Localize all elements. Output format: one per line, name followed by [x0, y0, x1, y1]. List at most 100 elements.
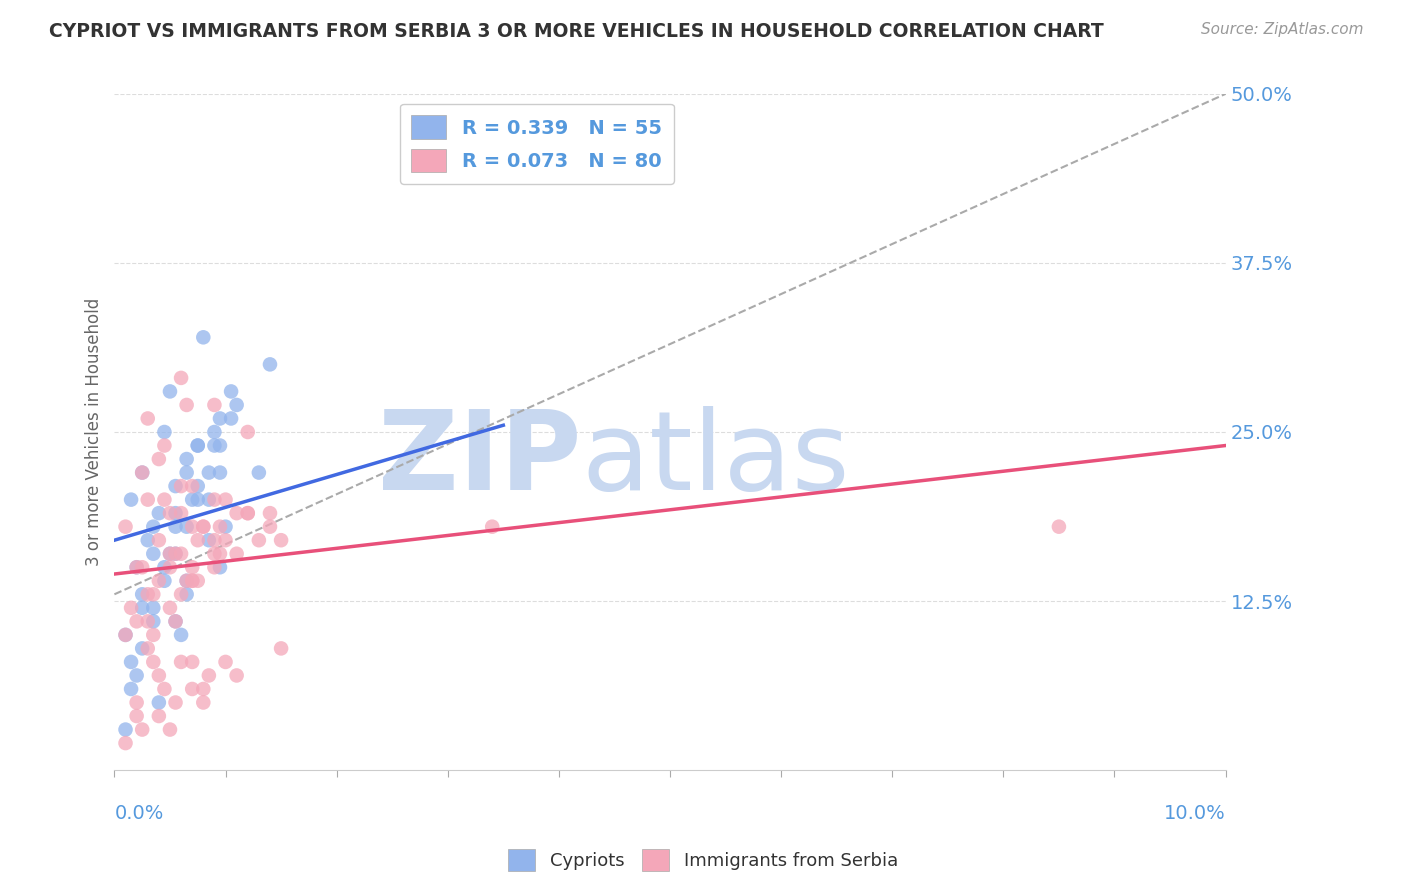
Point	[236, 425, 259, 439]
Point	[125, 696, 148, 710]
Point	[170, 371, 193, 385]
Point	[131, 723, 153, 737]
Point	[170, 628, 193, 642]
Point	[148, 696, 170, 710]
Point	[187, 479, 209, 493]
Point	[148, 668, 170, 682]
Point	[181, 574, 204, 588]
Point	[214, 492, 236, 507]
Point	[131, 466, 153, 480]
Point	[165, 479, 187, 493]
Point	[236, 506, 259, 520]
Point	[181, 655, 204, 669]
Point	[136, 411, 159, 425]
Point	[170, 587, 193, 601]
Point	[270, 533, 292, 548]
Point	[136, 615, 159, 629]
Point	[214, 655, 236, 669]
Point	[204, 425, 226, 439]
Point	[165, 547, 187, 561]
Point	[219, 384, 242, 399]
Point	[1047, 519, 1070, 533]
Point	[225, 547, 247, 561]
Point	[153, 438, 176, 452]
Point	[148, 452, 170, 467]
Point	[247, 533, 270, 548]
Point	[270, 641, 292, 656]
Point	[208, 547, 231, 561]
Point	[204, 398, 226, 412]
Point	[148, 533, 170, 548]
Point	[142, 587, 165, 601]
Point	[176, 587, 198, 601]
Point	[204, 438, 226, 452]
Point	[153, 681, 176, 696]
Point	[176, 466, 198, 480]
Point	[208, 411, 231, 425]
Point	[198, 668, 221, 682]
Point	[208, 466, 231, 480]
Point	[148, 574, 170, 588]
Point	[259, 519, 281, 533]
Point	[181, 519, 204, 533]
Point	[165, 506, 187, 520]
Point	[165, 615, 187, 629]
Point	[225, 506, 247, 520]
Point	[114, 736, 136, 750]
Point	[198, 466, 221, 480]
Text: CYPRIOT VS IMMIGRANTS FROM SERBIA 3 OR MORE VEHICLES IN HOUSEHOLD CORRELATION CH: CYPRIOT VS IMMIGRANTS FROM SERBIA 3 OR M…	[49, 22, 1104, 41]
Point	[187, 533, 209, 548]
Point	[214, 519, 236, 533]
Point	[142, 519, 165, 533]
Point	[259, 357, 281, 371]
Point	[176, 452, 198, 467]
Point	[159, 723, 181, 737]
Point	[125, 560, 148, 574]
Point	[165, 696, 187, 710]
Text: Source: ZipAtlas.com: Source: ZipAtlas.com	[1201, 22, 1364, 37]
Point	[136, 587, 159, 601]
Point	[114, 723, 136, 737]
Point	[131, 600, 153, 615]
Point	[219, 411, 242, 425]
Point	[181, 681, 204, 696]
Point	[165, 547, 187, 561]
Point	[181, 574, 204, 588]
Text: 10.0%: 10.0%	[1164, 804, 1226, 823]
Point	[259, 506, 281, 520]
Point	[176, 398, 198, 412]
Point	[170, 655, 193, 669]
Y-axis label: 3 or more Vehicles in Household: 3 or more Vehicles in Household	[86, 298, 103, 566]
Point	[153, 425, 176, 439]
Point	[176, 574, 198, 588]
Point	[136, 641, 159, 656]
Point	[142, 615, 165, 629]
Point	[131, 466, 153, 480]
Point	[193, 681, 215, 696]
Point	[247, 466, 270, 480]
Point	[142, 628, 165, 642]
Point	[165, 615, 187, 629]
Point	[208, 438, 231, 452]
Text: ZIP: ZIP	[378, 406, 581, 513]
Point	[131, 641, 153, 656]
Point	[170, 479, 193, 493]
Point	[165, 519, 187, 533]
Point	[136, 492, 159, 507]
Point	[208, 519, 231, 533]
Point	[120, 600, 142, 615]
Point	[204, 492, 226, 507]
Point	[131, 587, 153, 601]
Point	[142, 600, 165, 615]
Point	[159, 384, 181, 399]
Point	[114, 628, 136, 642]
Point	[159, 506, 181, 520]
Point	[120, 681, 142, 696]
Point	[170, 506, 193, 520]
Point	[187, 438, 209, 452]
Point	[193, 519, 215, 533]
Point	[181, 492, 204, 507]
Point	[187, 438, 209, 452]
Point	[153, 492, 176, 507]
Point	[142, 547, 165, 561]
